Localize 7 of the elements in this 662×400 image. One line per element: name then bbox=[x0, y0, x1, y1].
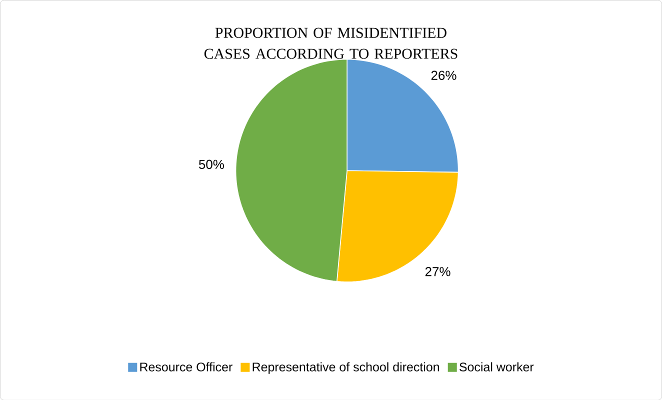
data-label: 26% bbox=[431, 70, 456, 80]
data-label: 50% bbox=[198, 160, 224, 169]
chart-title: PROPORTION OF MISIDENTIFIED CASES ACCORDING TO REPORTERS bbox=[204, 28, 458, 59]
legend-label: Resource Officer bbox=[140, 362, 232, 372]
data-label: 27% bbox=[425, 266, 450, 276]
legend-label: Social worker bbox=[460, 362, 534, 372]
legend-label: Representative of school direction bbox=[252, 362, 439, 374]
